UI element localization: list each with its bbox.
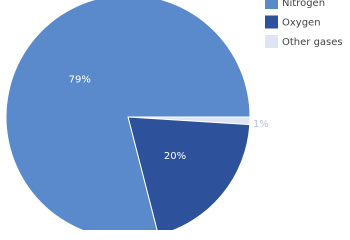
page: {"chart_data": {"type": "pie", "categori… — [5, 0, 343, 230]
legend-label: Nitrogen — [282, 0, 325, 9]
slice-label: 20% — [164, 151, 186, 162]
chart: 1% 20% 79% Nitrogen Oxygen Other gases — [5, 0, 343, 230]
slice-label: 79% — [69, 75, 91, 86]
legend-swatch — [265, 0, 278, 9]
legend-label: Other gases — [282, 37, 343, 48]
legend-swatch — [265, 35, 278, 48]
legend-label: Oxygen — [282, 18, 321, 29]
pie-slice — [5, 0, 251, 230]
slice-label: 1% — [253, 119, 269, 130]
legend-swatch — [265, 15, 278, 29]
pie-slice — [127, 116, 251, 230]
